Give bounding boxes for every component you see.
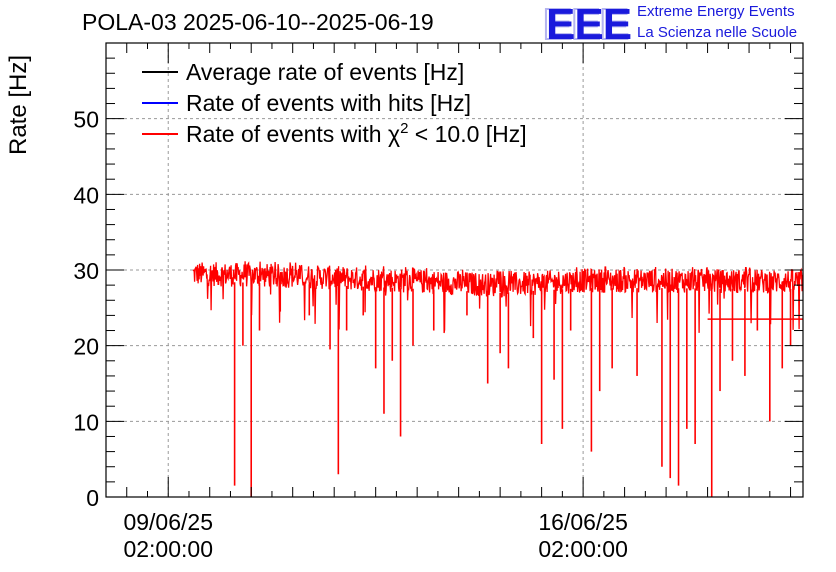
y-tick-label: 50 bbox=[73, 107, 99, 133]
y-tick-label: 0 bbox=[86, 485, 99, 511]
y-tick-label: 30 bbox=[73, 258, 99, 284]
eee-logo-text: EEE bbox=[546, 2, 631, 44]
y-tick-label: 40 bbox=[73, 182, 99, 208]
x-tick-time: 02:00:00 bbox=[123, 536, 213, 562]
y-tick-label: 20 bbox=[73, 334, 99, 360]
y-axis-label: Rate [Hz] bbox=[5, 55, 32, 155]
eee-logo: EEE EEE bbox=[542, 0, 634, 50]
chart-title: POLA-03 2025-06-10--2025-06-19 bbox=[82, 9, 434, 35]
x-tick-date: 16/06/25 bbox=[538, 509, 628, 535]
logo-line-1: Extreme Energy Events bbox=[637, 3, 795, 20]
y-tick-label: 10 bbox=[73, 409, 99, 435]
x-tick-time: 02:00:00 bbox=[538, 536, 628, 562]
legend-label: Rate of events with χ2 < 10.0 [Hz] bbox=[186, 120, 527, 147]
x-tick-date: 09/06/25 bbox=[123, 509, 213, 535]
series-line bbox=[192, 261, 803, 334]
svg-text:EEE: EEE bbox=[543, 2, 628, 44]
legend-label: Rate of events with hits [Hz] bbox=[186, 90, 471, 116]
legend-label: Average rate of events [Hz] bbox=[186, 59, 464, 85]
logo-line-2: La Scienza nelle Scuole bbox=[637, 24, 798, 41]
